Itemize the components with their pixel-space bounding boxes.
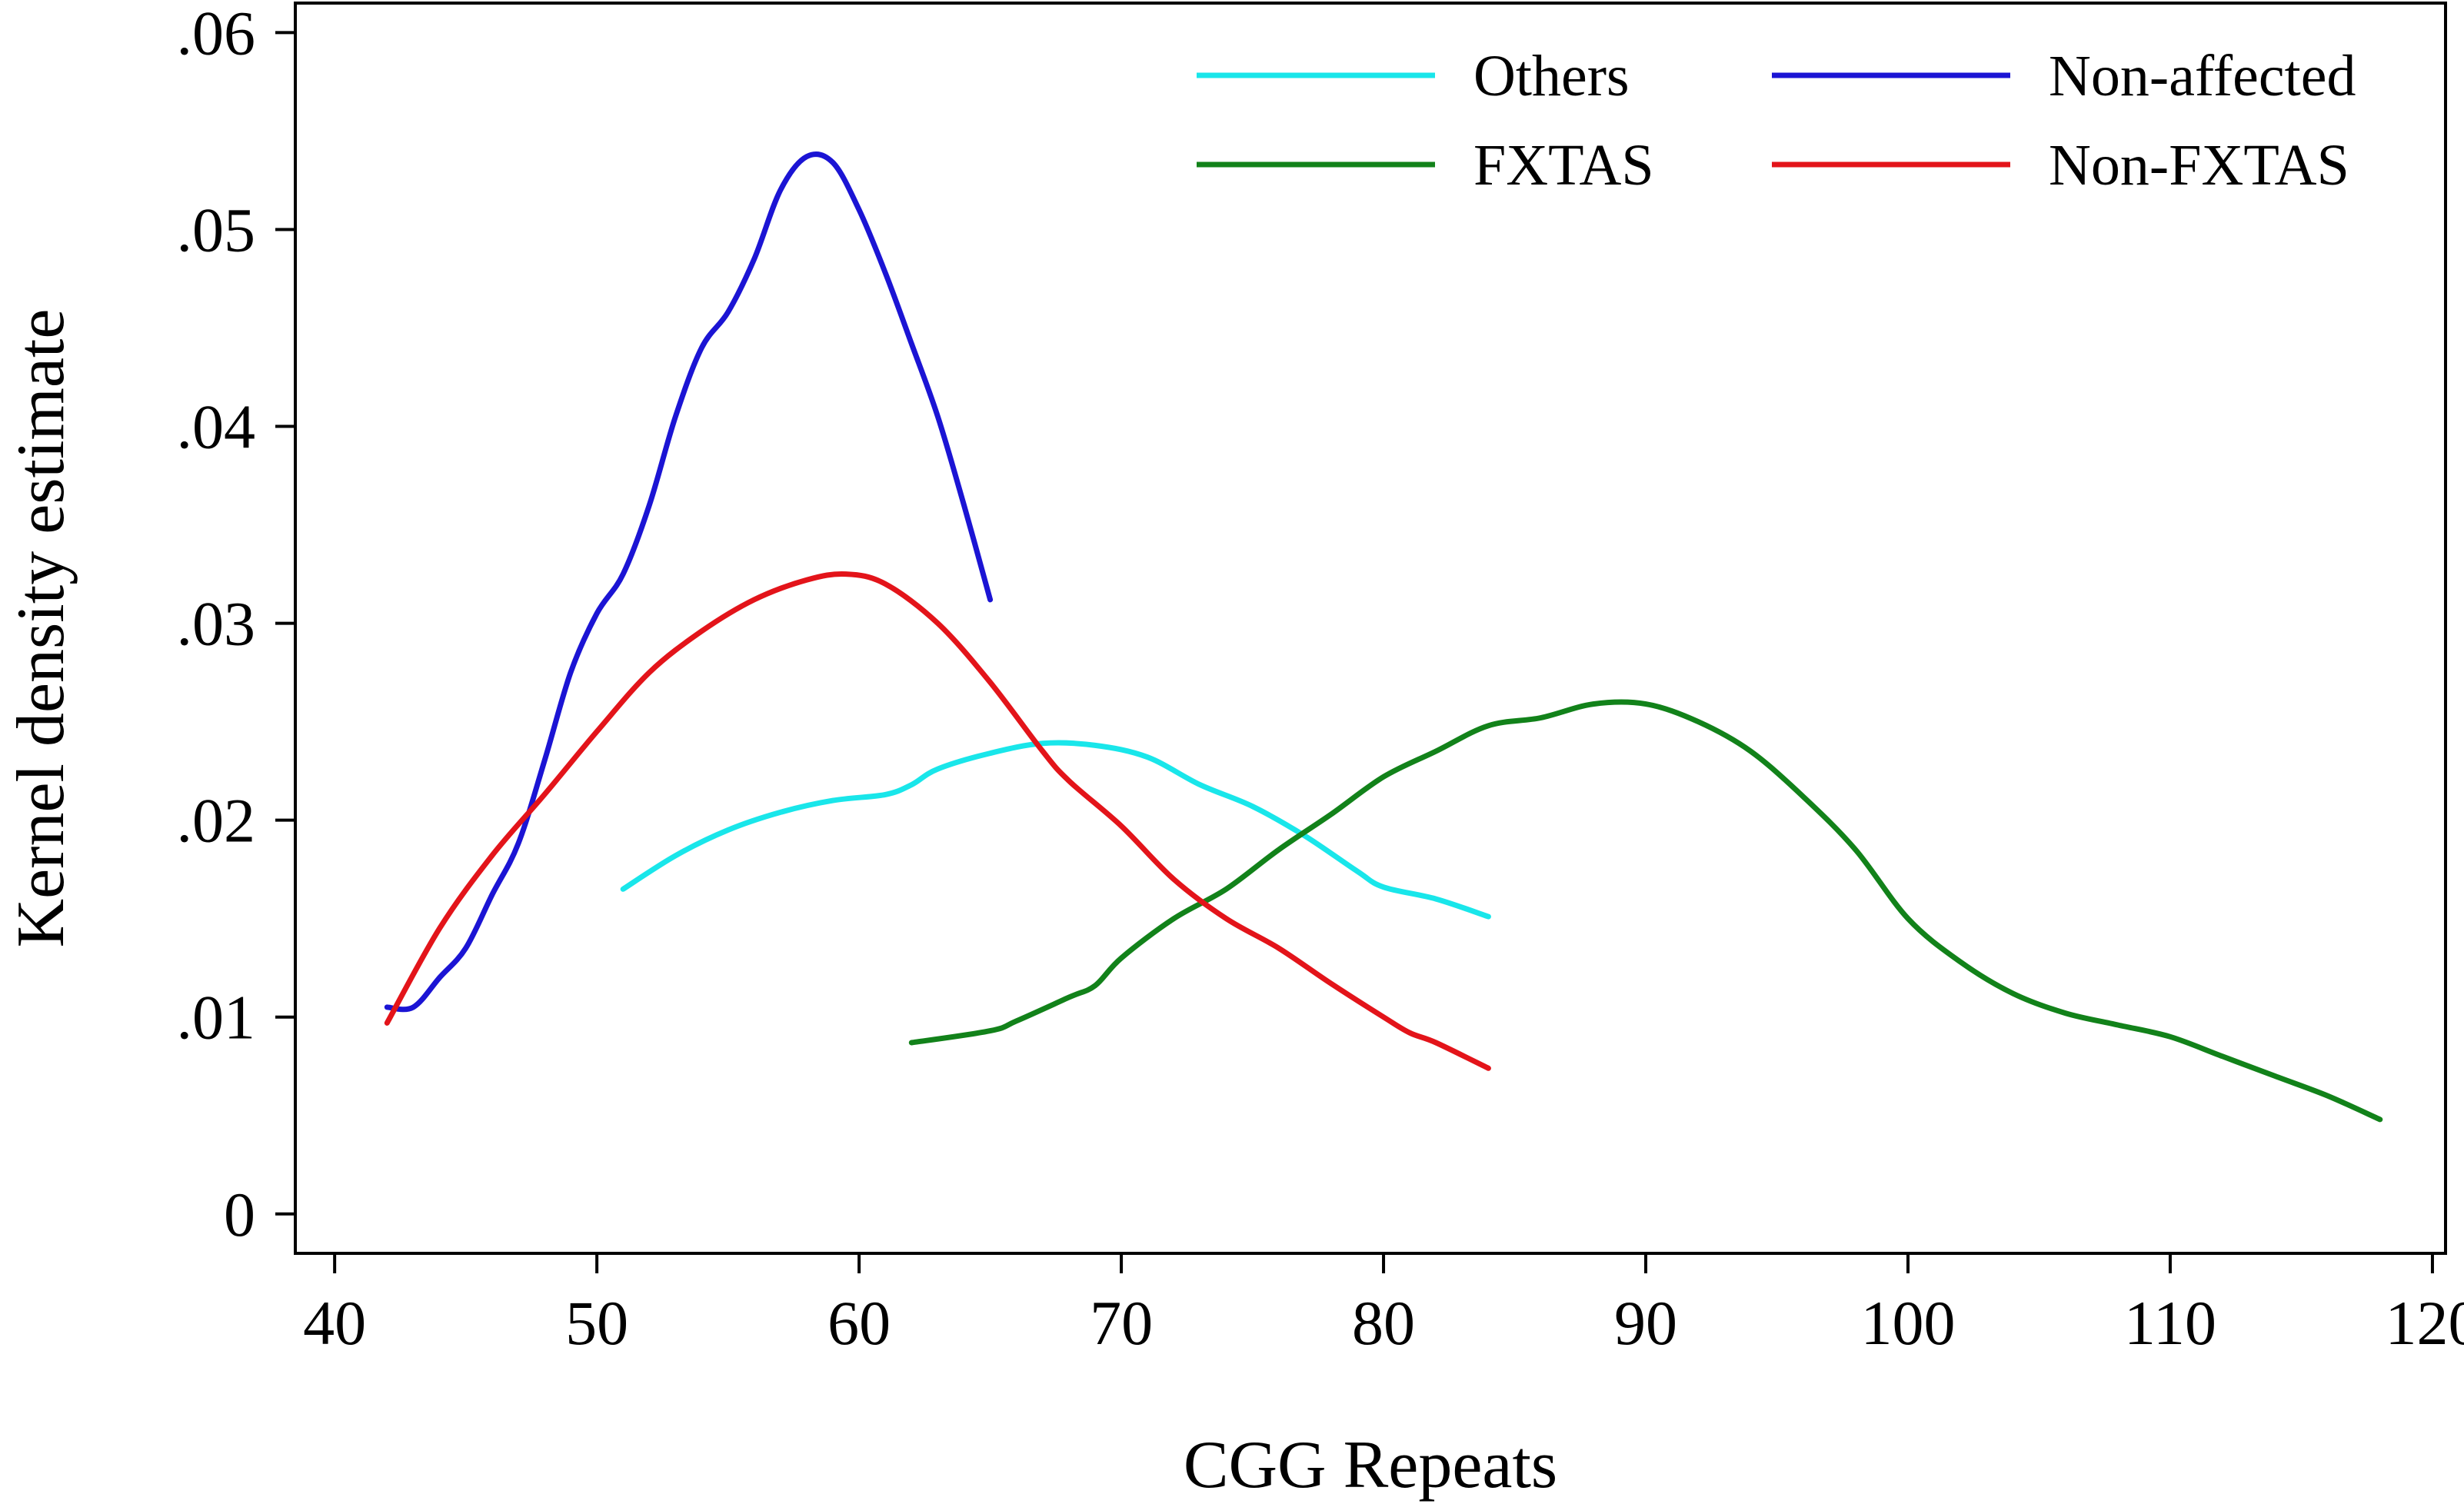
y-tick-label: .05 — [177, 195, 256, 265]
series-line-fxtas — [908, 699, 2383, 1123]
plot-frame — [294, 2, 2447, 1255]
legend-label-non-fxtas: Non-FXTAS — [2049, 133, 2349, 198]
y-tick-label: .04 — [177, 392, 256, 462]
series-line-others — [620, 740, 1491, 920]
legend-label-fxtas: FXTAS — [1473, 133, 1654, 198]
x-tick-label: 120 — [2385, 1288, 2464, 1358]
series-lines — [384, 151, 2383, 1123]
legend-label-others: Others — [1473, 44, 1630, 108]
x-tick-label: 100 — [1861, 1288, 1956, 1358]
series-line-non-affected — [384, 151, 994, 1013]
y-tick-label: .06 — [177, 0, 256, 68]
y-tick-label: .03 — [177, 589, 256, 659]
legend: Others Non-affected FXTAS Non-FXTAS — [1197, 44, 2356, 198]
x-tick-label: 60 — [827, 1288, 891, 1358]
legend-label-non-affected: Non-affected — [2049, 44, 2356, 108]
x-tick-label: 70 — [1090, 1288, 1153, 1358]
x-tick-label: 50 — [565, 1288, 628, 1358]
x-tick-label: 90 — [1614, 1288, 1677, 1358]
x-tick-label: 40 — [303, 1288, 366, 1358]
y-tick-label: .02 — [177, 786, 256, 856]
y-tick-label: 0 — [224, 1180, 255, 1249]
y-axis-ticks: 0 .01 .02 .03 .04 .05 .06 — [177, 0, 295, 1249]
y-tick-label: .01 — [177, 983, 256, 1053]
x-axis-ticks: 40 50 60 70 80 90 100 110 120 — [303, 1253, 2464, 1358]
x-tick-label: 80 — [1352, 1288, 1415, 1358]
x-axis-title: CGG Repeats — [1184, 1428, 1557, 1502]
x-tick-label: 110 — [2124, 1288, 2216, 1358]
y-axis-title: Kernel density estimate — [4, 309, 78, 948]
series-line-non-fxtas — [384, 571, 1491, 1071]
